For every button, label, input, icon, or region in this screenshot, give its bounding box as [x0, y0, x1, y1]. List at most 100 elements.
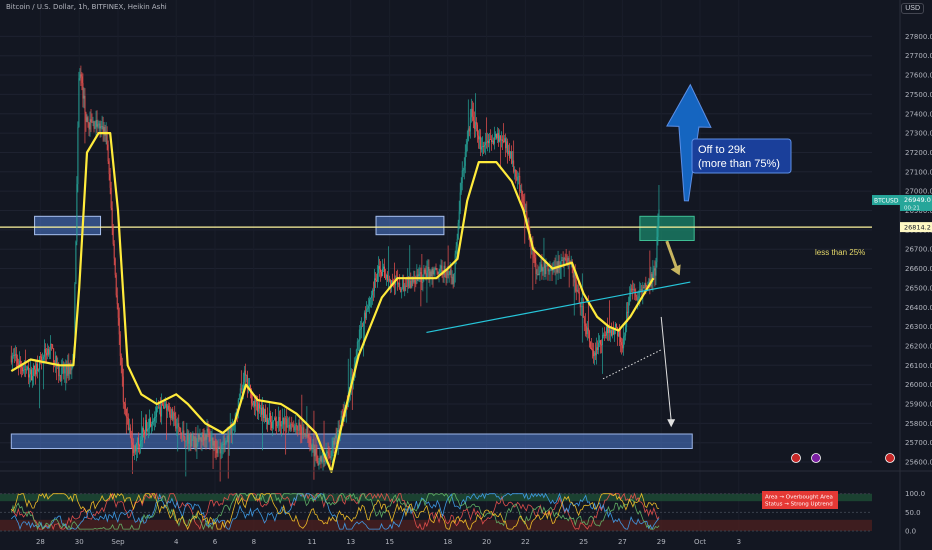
candle-body	[603, 334, 604, 336]
small-arrow-icon	[670, 264, 681, 276]
candle-body	[402, 279, 404, 289]
candle-body	[27, 366, 29, 378]
candle-body	[109, 174, 111, 188]
candle-body	[230, 427, 232, 434]
candle-body	[399, 283, 401, 289]
candle-body	[377, 273, 378, 282]
candle-body	[380, 269, 381, 272]
candle-body	[473, 120, 475, 129]
candle-body	[317, 463, 319, 466]
candle-body	[494, 137, 495, 144]
candle-body	[354, 360, 356, 365]
candle-body	[258, 403, 259, 412]
candle-body	[38, 369, 39, 371]
candle-body	[397, 280, 399, 285]
price-tick-label: 27600.0	[905, 72, 932, 80]
down-arrow-line	[660, 316, 672, 422]
candle-body	[552, 269, 554, 271]
candle-body	[311, 445, 313, 448]
candle-body	[17, 363, 19, 366]
symbol-tag	[872, 195, 900, 206]
candle-body	[123, 402, 125, 404]
candle-body	[225, 441, 227, 443]
candle-body	[296, 424, 298, 430]
candle-body	[537, 274, 539, 275]
candle-body	[360, 326, 362, 330]
candle-body	[327, 451, 329, 454]
candle-body	[512, 160, 514, 164]
candle-body	[617, 327, 619, 337]
candle-body	[468, 128, 470, 132]
candle-body	[447, 270, 449, 276]
candle-body	[561, 260, 563, 262]
candle-body	[345, 405, 347, 417]
candle-body	[594, 352, 596, 356]
candle-body	[229, 427, 231, 430]
candle-body	[359, 329, 361, 330]
candle-body	[53, 348, 55, 363]
time-tick-label: 6	[213, 538, 218, 546]
candle-body	[239, 388, 241, 399]
candle-body	[157, 407, 159, 409]
candle-body	[598, 340, 600, 343]
candle-body	[373, 290, 374, 292]
candle-body	[457, 222, 459, 240]
candle-body	[519, 175, 521, 192]
candle-body	[502, 139, 504, 142]
candle-body	[379, 266, 380, 270]
candle-body	[440, 265, 442, 269]
candle-body	[625, 326, 627, 336]
candle-body	[299, 422, 301, 427]
candle-body	[653, 268, 655, 271]
price-tick-label: 25600.0	[905, 459, 932, 467]
candle-body	[424, 269, 426, 274]
candle-body	[577, 289, 579, 292]
candle-body	[582, 305, 584, 318]
candle-body	[507, 141, 509, 155]
candle-body	[249, 385, 251, 390]
candle-body	[323, 453, 325, 462]
candle-body	[358, 329, 360, 342]
candle-body	[304, 433, 306, 436]
candle-body	[209, 432, 211, 441]
candle-body	[545, 265, 547, 275]
candle-body	[628, 302, 630, 314]
candle-body	[174, 413, 176, 416]
candle-body	[269, 412, 271, 421]
candle-body	[51, 343, 53, 345]
candle-body	[69, 367, 71, 374]
currency-button[interactable]: USD	[901, 3, 924, 14]
candle-body	[476, 124, 478, 136]
candle-body	[167, 405, 169, 411]
candle-body	[533, 249, 535, 258]
price-tick-label: 25900.0	[905, 401, 932, 409]
candle-body	[190, 434, 192, 447]
candle-body	[445, 276, 447, 278]
candle-body	[433, 270, 435, 275]
candle-body	[394, 284, 396, 286]
candle-body	[456, 239, 458, 247]
candle-body	[612, 328, 613, 336]
candle-body	[312, 444, 314, 446]
candle-body	[654, 268, 656, 276]
candle-body	[224, 442, 226, 445]
candle-body	[463, 165, 465, 171]
candle-body	[315, 447, 317, 455]
candle-body	[82, 83, 84, 99]
candle-body	[367, 306, 369, 309]
candle-body	[248, 385, 250, 387]
candle-body	[448, 274, 450, 276]
status-text: Status → Strong Uptrend	[765, 502, 833, 508]
candle-body	[481, 146, 483, 147]
candle-body	[441, 265, 443, 272]
candle-body	[277, 425, 279, 427]
candle-body	[50, 343, 52, 350]
candle-body	[642, 287, 644, 292]
candle-body	[198, 434, 200, 440]
candle-body	[651, 273, 653, 282]
candle-body	[187, 432, 189, 444]
candle-body	[439, 268, 441, 272]
time-tick-label: 18	[443, 538, 452, 546]
support-zone	[10, 433, 693, 450]
